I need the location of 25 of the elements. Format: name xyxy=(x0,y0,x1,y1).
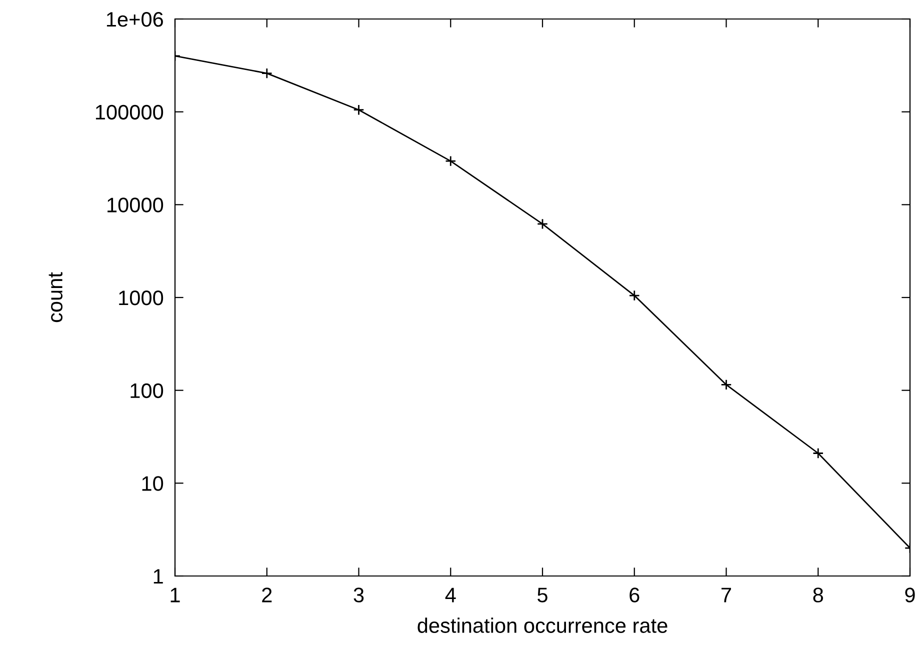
x-tick-label: 5 xyxy=(538,588,548,602)
y-tick-label: 10000 xyxy=(108,198,164,212)
y-tick-label: 1 xyxy=(154,569,163,584)
point xyxy=(353,104,364,116)
y-tick-label: 10 xyxy=(142,476,164,491)
point xyxy=(628,290,640,302)
x-tick-label: 3 xyxy=(354,588,364,602)
x-tick-label: 9 xyxy=(905,588,915,602)
y-axis-title: count xyxy=(48,272,62,322)
x-tick-label: 1 xyxy=(170,588,180,602)
x-tick-label: 2 xyxy=(262,588,272,602)
point xyxy=(536,218,548,230)
x-axis-title: destination occurrence rate xyxy=(418,618,668,633)
x-tick-label: 8 xyxy=(813,588,824,602)
y-tick-label: 100 xyxy=(130,383,164,398)
point xyxy=(720,379,732,390)
x-tick-label: 7 xyxy=(722,588,731,602)
y-tick-label: 1000 xyxy=(119,290,164,306)
x-tick-label: 6 xyxy=(630,588,640,602)
y-tick-label: 1e+06 xyxy=(106,12,163,27)
point xyxy=(812,448,824,459)
point xyxy=(261,68,272,79)
x-tick-label: 4 xyxy=(445,588,456,602)
y-tick-label: 100000 xyxy=(96,104,164,120)
point xyxy=(445,155,456,167)
